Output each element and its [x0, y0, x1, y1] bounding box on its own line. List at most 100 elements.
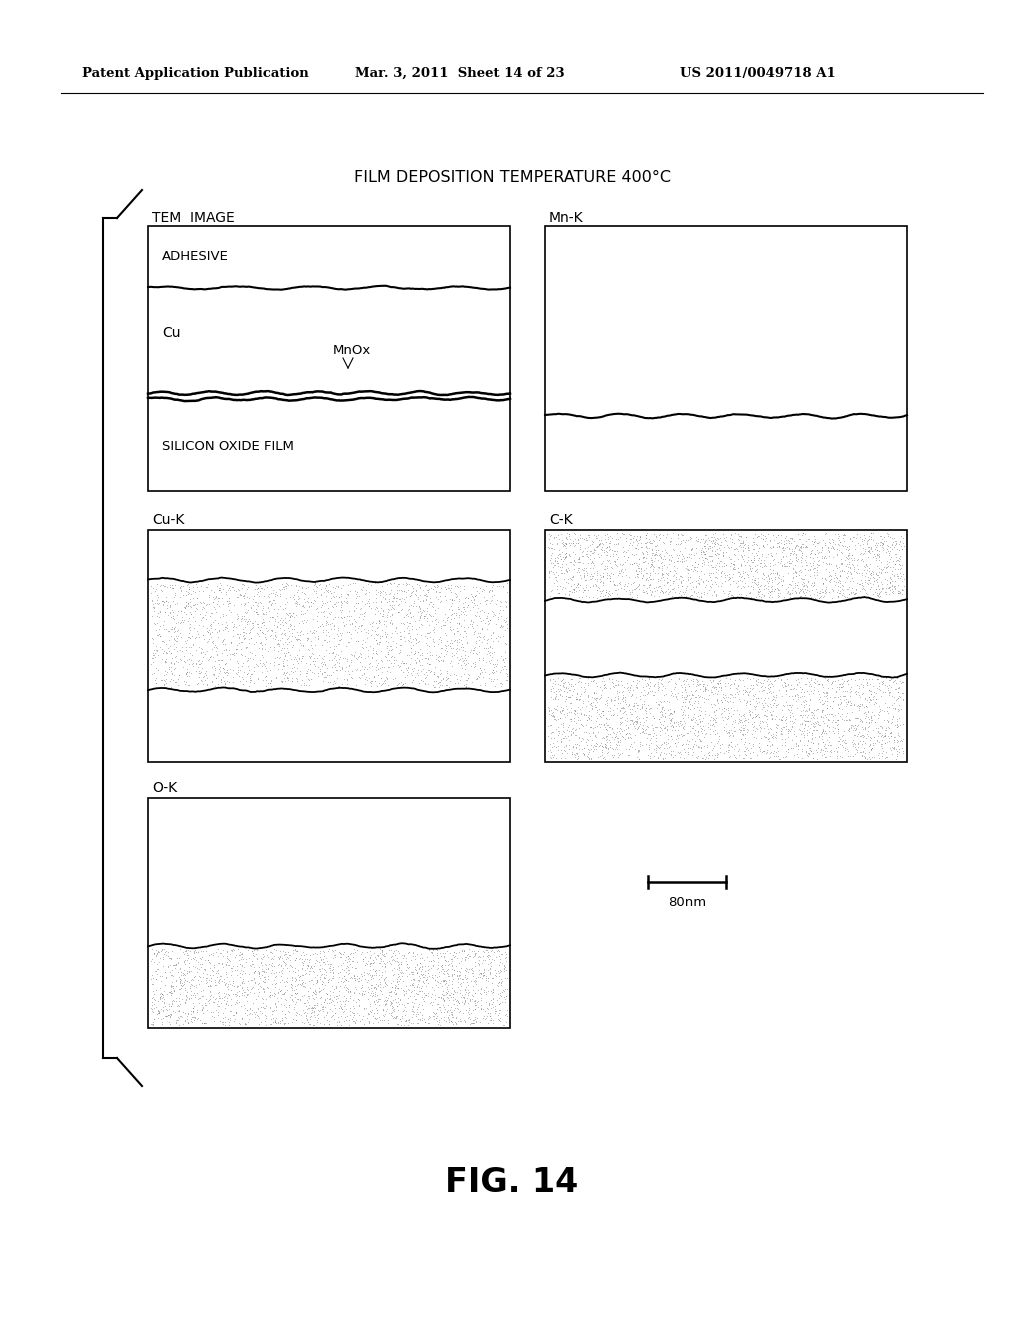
- Point: [188, 1002, 205, 1023]
- Point: [555, 672, 571, 693]
- Point: [782, 532, 799, 553]
- Point: [671, 545, 687, 566]
- Point: [845, 734, 861, 755]
- Point: [635, 565, 651, 586]
- Point: [561, 523, 578, 544]
- Point: [839, 578, 855, 599]
- Point: [861, 540, 878, 561]
- Point: [831, 688, 848, 709]
- Point: [786, 581, 803, 602]
- Point: [368, 630, 384, 651]
- Point: [589, 587, 605, 609]
- Point: [419, 664, 435, 685]
- Point: [427, 676, 443, 697]
- Point: [837, 586, 853, 607]
- Point: [343, 942, 359, 964]
- Point: [724, 725, 740, 746]
- Point: [236, 970, 252, 991]
- Point: [419, 579, 435, 601]
- Point: [483, 941, 500, 962]
- Point: [457, 644, 473, 665]
- Point: [481, 651, 498, 672]
- Point: [437, 942, 454, 964]
- Point: [220, 954, 237, 975]
- Point: [821, 696, 838, 717]
- Point: [587, 735, 603, 756]
- Point: [442, 953, 459, 974]
- Point: [870, 562, 887, 583]
- Point: [332, 995, 348, 1016]
- Point: [391, 589, 408, 610]
- Point: [390, 954, 407, 975]
- Point: [771, 565, 787, 586]
- Point: [770, 714, 786, 735]
- Point: [260, 966, 276, 987]
- Point: [264, 620, 281, 642]
- Point: [467, 944, 483, 965]
- Point: [883, 668, 899, 689]
- Point: [245, 993, 261, 1014]
- Point: [379, 605, 395, 626]
- Point: [458, 586, 474, 607]
- Point: [829, 572, 846, 593]
- Point: [305, 651, 322, 672]
- Point: [409, 962, 425, 983]
- Point: [368, 965, 384, 986]
- Point: [737, 741, 754, 762]
- Point: [275, 577, 292, 598]
- Point: [146, 663, 163, 684]
- Point: [417, 668, 433, 689]
- Point: [151, 624, 167, 645]
- Point: [492, 949, 508, 970]
- Point: [164, 994, 180, 1015]
- Point: [158, 648, 174, 669]
- Point: [763, 705, 779, 726]
- Point: [655, 731, 672, 752]
- Point: [271, 614, 288, 635]
- Point: [848, 578, 864, 599]
- Point: [365, 591, 381, 612]
- Point: [164, 663, 180, 684]
- Point: [404, 578, 421, 599]
- Point: [438, 983, 455, 1005]
- Point: [744, 689, 761, 710]
- Point: [317, 997, 334, 1018]
- Point: [471, 601, 487, 622]
- Point: [748, 688, 764, 709]
- Point: [201, 586, 217, 607]
- Point: [242, 669, 258, 690]
- Point: [676, 700, 692, 721]
- Point: [156, 591, 172, 612]
- Point: [625, 573, 641, 594]
- Point: [419, 601, 435, 622]
- Point: [163, 1003, 179, 1024]
- Point: [429, 665, 445, 686]
- Point: [629, 677, 645, 698]
- Point: [797, 549, 813, 570]
- Point: [170, 994, 186, 1015]
- Point: [816, 548, 833, 569]
- Point: [600, 527, 616, 548]
- Point: [276, 1012, 293, 1034]
- Point: [862, 681, 879, 702]
- Point: [454, 655, 470, 676]
- Point: [416, 986, 432, 1007]
- Point: [249, 603, 265, 624]
- Point: [257, 972, 273, 993]
- Point: [804, 722, 820, 743]
- Point: [315, 651, 332, 672]
- Point: [440, 577, 457, 598]
- Point: [708, 558, 724, 579]
- Point: [325, 595, 341, 616]
- Point: [430, 961, 446, 982]
- Point: [869, 544, 886, 565]
- Point: [480, 994, 497, 1015]
- Point: [649, 540, 666, 561]
- Point: [451, 965, 467, 986]
- Point: [692, 705, 709, 726]
- Point: [676, 718, 692, 739]
- Point: [567, 738, 584, 759]
- Point: [658, 715, 675, 737]
- Point: [228, 638, 245, 659]
- Point: [475, 578, 492, 599]
